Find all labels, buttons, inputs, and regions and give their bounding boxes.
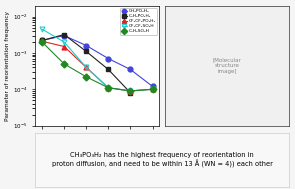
C₆H₅SO₃H [151,88,154,90]
X-axis label: WN: WN [91,140,103,146]
CF₃CF₂SO₃H [106,87,110,89]
Line: CF₃CF₂SO₃H: CF₃CF₂SO₃H [40,27,155,93]
Y-axis label: Parameter of reorientation frequency: Parameter of reorientation frequency [5,11,10,121]
Line: C₆H₅PO₃H₂: C₆H₅PO₃H₂ [40,32,133,95]
Text: CH₃PO₃H₂ has the highest frequency of reorientation in
proton diffusion, and nee: CH₃PO₃H₂ has the highest frequency of re… [52,152,273,168]
C₆H₅PO₃H₂ [40,39,44,42]
CH₃PO₃H₂ [84,44,88,47]
CF₃CF₂PO₃H₂ [84,66,88,69]
C₆H₅SO₃H [84,76,88,78]
C₆H₅PO₃H₂ [62,33,66,36]
CH₃PO₃H₂ [129,68,132,71]
CF₃CF₂SO₃H [62,41,66,43]
C₆H₅SO₃H [129,90,132,92]
CH₃PO₃H₂ [40,39,44,42]
CF₃CF₂SO₃H [40,28,44,30]
CF₃CF₂PO₃H₂ [62,45,66,48]
CF₃CF₂SO₃H [129,90,132,92]
CH₃PO₃H₂ [151,85,154,88]
CF₃CF₂PO₃H₂ [106,87,110,89]
C₆H₅SO₃H [40,41,44,43]
Legend: CH₃PO₃H₂, C₆H₅PO₃H₂, CF₃CF₂PO₃H₂, CF₃CF₂SO₃H, C₆H₅SO₃H: CH₃PO₃H₂, C₆H₅PO₃H₂, CF₃CF₂PO₃H₂, CF₃CF₂… [120,8,157,35]
Line: CF₃CF₂PO₃H₂: CF₃CF₂PO₃H₂ [40,39,155,93]
Text: [Molecular
structure
image]: [Molecular structure image] [213,57,242,74]
C₆H₅PO₃H₂ [84,50,88,53]
C₆H₅SO₃H [106,87,110,89]
C₆H₅PO₃H₂ [129,92,132,94]
CF₃CF₂PO₃H₂ [129,90,132,92]
Line: CH₃PO₃H₂: CH₃PO₃H₂ [40,33,155,89]
CH₃PO₃H₂ [62,34,66,37]
C₆H₅SO₃H [62,63,66,65]
CF₃CF₂PO₃H₂ [40,40,44,42]
Line: C₆H₅SO₃H: C₆H₅SO₃H [40,40,155,93]
C₆H₅PO₃H₂ [106,68,110,71]
CF₃CF₂SO₃H [151,88,154,90]
CH₃PO₃H₂ [106,57,110,60]
CF₃CF₂PO₃H₂ [151,88,154,90]
CF₃CF₂SO₃H [84,66,88,69]
